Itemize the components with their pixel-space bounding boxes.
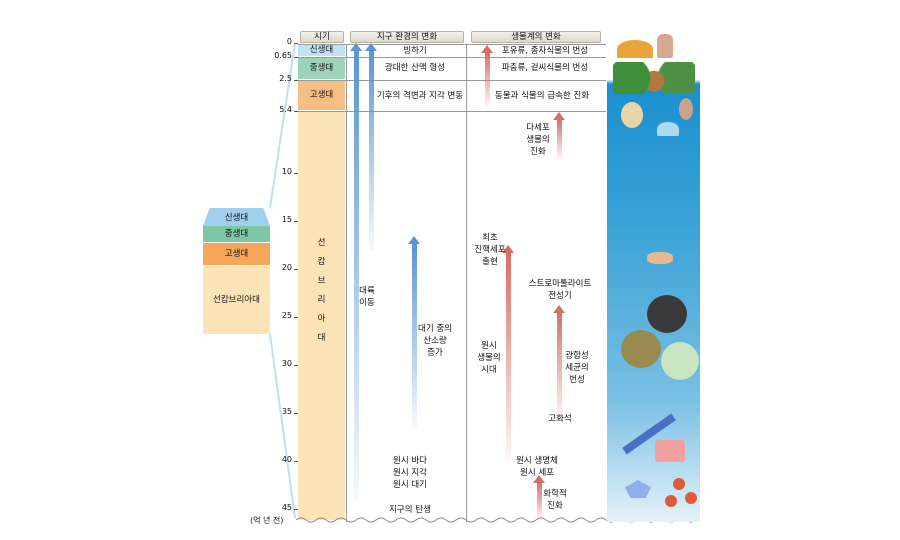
- life-mammals: 포유류, 종자식물의 번성: [501, 46, 589, 56]
- tick: 15: [258, 215, 298, 224]
- tick: 0: [258, 37, 298, 46]
- tick: 40: [258, 455, 298, 464]
- divider: [298, 111, 606, 112]
- env-arrow: [365, 43, 377, 250]
- life-primitive-age: 원시 생물의 시대: [477, 341, 501, 375]
- divider: [466, 44, 467, 522]
- char: 선: [317, 238, 326, 248]
- env-mountains: 광대한 산맥 형성: [384, 63, 446, 73]
- header-life: 생물계의 변화: [471, 31, 601, 43]
- char: 브: [317, 276, 326, 286]
- env-arrow: [350, 43, 362, 500]
- life-protocell: 원시 생명체 원시 세포: [516, 456, 558, 478]
- human-illustration: [657, 34, 673, 58]
- env-birth: 지구의 탄생: [389, 505, 431, 515]
- char: 리: [317, 295, 326, 305]
- human-mountain-illustration: [617, 40, 653, 58]
- life-arrow: [553, 305, 565, 420]
- char: 아: [317, 314, 326, 324]
- life-stromatolite: 스트로마톨라이트 전성기: [528, 279, 592, 301]
- water-molecule-illustration: [685, 492, 697, 504]
- period-paleozoic: 고생대: [298, 81, 345, 110]
- char: 캄: [317, 257, 326, 267]
- tick: 0.65: [258, 51, 298, 60]
- ammonite-illustration: [621, 102, 643, 128]
- life-arrow: [502, 245, 514, 460]
- divider: [346, 44, 347, 522]
- molecule-illustration: [655, 440, 685, 462]
- env-ice-age: 빙하기: [403, 46, 427, 56]
- life-eukaryote: 최초 진핵세포 출현: [474, 233, 506, 267]
- env-arrow: [408, 236, 420, 428]
- life-arrow: [533, 475, 545, 520]
- life-rapid: 동물과 식물의 급속한 진화: [494, 91, 590, 101]
- tick: 20: [258, 263, 298, 272]
- tick: 5.4: [258, 105, 298, 114]
- illustration-column: [607, 30, 700, 522]
- water-molecule-illustration: [673, 478, 685, 490]
- env-oxygen: 대기 중의 산소량 증가: [418, 324, 452, 358]
- summary-mesozoic: 중생대: [203, 226, 270, 242]
- life-arrow: [553, 112, 565, 159]
- env-primitive: 원시 바다 원시 지각 원시 대기: [393, 456, 427, 490]
- life-photosynthetic: 광합성 세균의 번성: [565, 351, 589, 385]
- summary-paleozoic: 고생대: [203, 243, 270, 265]
- trilobite-illustration: [679, 98, 693, 120]
- period-mesozoic: 중생대: [298, 58, 345, 79]
- env-drift: 대륙 이동: [359, 286, 375, 308]
- life-arrow: [481, 45, 493, 107]
- divider: [298, 57, 606, 58]
- tick: 30: [258, 359, 298, 368]
- jellyfish-illustration: [657, 122, 679, 136]
- axis-unit: (억 년 전): [250, 516, 284, 525]
- tick: 35: [258, 407, 298, 416]
- ribose-illustration: [625, 480, 651, 498]
- connector-lines: [269, 42, 296, 519]
- precambrian-label: 선 캄 브 리 아 대: [298, 234, 345, 348]
- tick: 10: [258, 167, 298, 176]
- life-multicell: 다세포 생물의 진화: [526, 123, 550, 157]
- divider: [298, 44, 606, 45]
- header-environment: 지구 환경의 변화: [350, 31, 464, 43]
- water-molecule-illustration: [665, 495, 677, 507]
- tick: 45: [258, 503, 298, 512]
- summary-cenozoic: 신생대: [203, 208, 270, 226]
- life-reptiles: 파충류, 겉씨식물의 번성: [501, 63, 589, 73]
- period-precambrian: 선 캄 브 리 아 대: [298, 112, 345, 520]
- header-period: 시기: [300, 31, 344, 43]
- bacteria-illustration: [621, 330, 661, 368]
- life-chemical: 화학적 진화: [543, 489, 567, 511]
- cyanobacteria-illustration: [661, 342, 699, 380]
- divider: [298, 80, 606, 81]
- summary-precambrian: 선캄브리아대: [203, 266, 270, 334]
- period-cenozoic: 신생대: [298, 45, 345, 56]
- env-climate: 기후의 격변과 지각 변동: [376, 91, 464, 101]
- dinosaur-trees-illustration: [613, 62, 695, 94]
- tick: 2.5: [258, 74, 298, 83]
- tick: 25: [258, 311, 298, 320]
- stromatolite-illustration: [647, 295, 687, 333]
- eukaryote-illustration: [647, 252, 673, 264]
- life-old-fossil: 고화석: [548, 414, 572, 424]
- char: 대: [317, 333, 326, 343]
